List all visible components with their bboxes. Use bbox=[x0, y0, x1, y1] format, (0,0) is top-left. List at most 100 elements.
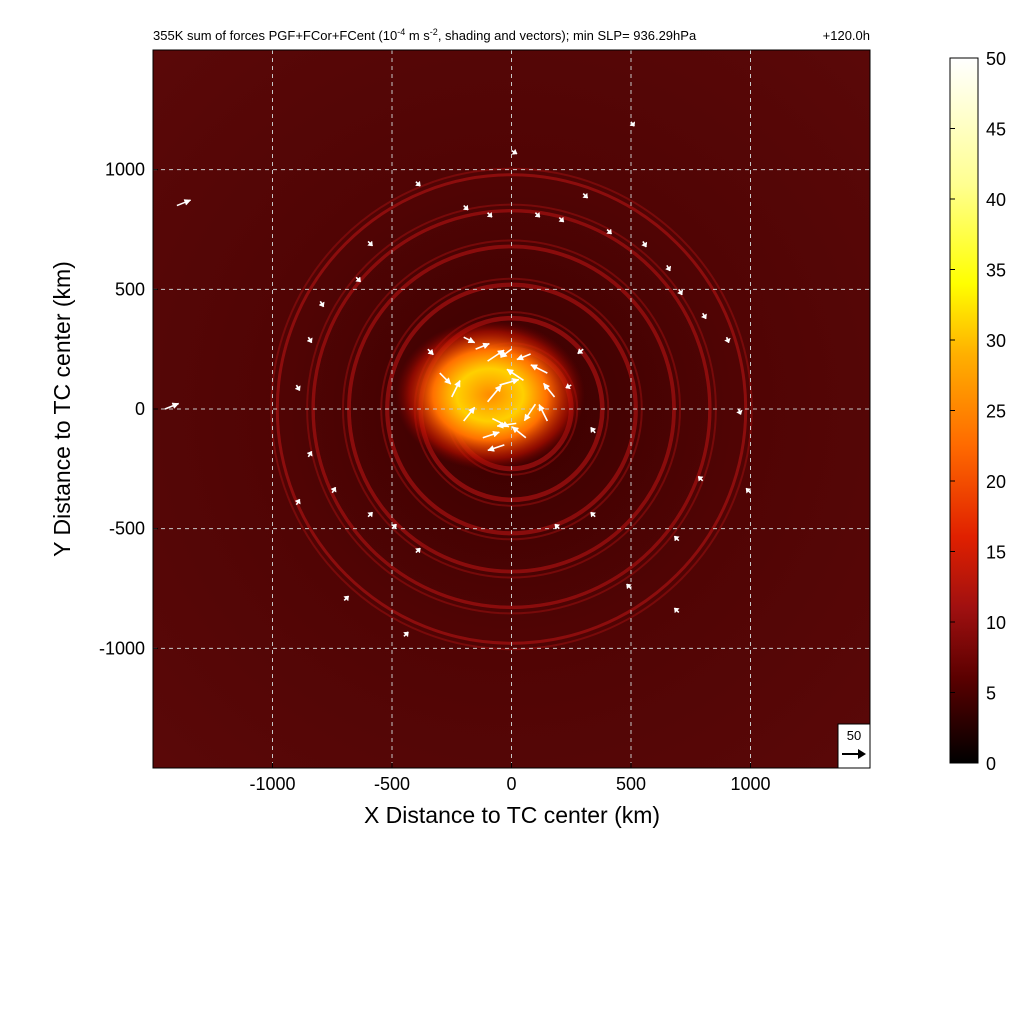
x-tick-label: -500 bbox=[374, 774, 410, 794]
vector-head bbox=[343, 595, 349, 602]
force-vector bbox=[745, 487, 752, 494]
colorbar-tick-label: 10 bbox=[986, 613, 1006, 633]
force-vector bbox=[367, 511, 374, 518]
force-vector bbox=[534, 211, 541, 218]
vector-head bbox=[367, 240, 373, 247]
force-vector bbox=[500, 348, 512, 359]
vector-head bbox=[171, 402, 180, 409]
vector-head bbox=[724, 337, 731, 344]
force-vector bbox=[463, 406, 476, 422]
vector-head bbox=[486, 211, 493, 218]
force-vector bbox=[439, 372, 452, 385]
y-tick-label: 500 bbox=[115, 279, 145, 299]
vector-head bbox=[511, 378, 520, 385]
vector-head bbox=[494, 384, 502, 393]
vector-head bbox=[501, 420, 510, 428]
force-vector bbox=[355, 276, 362, 283]
force-vector bbox=[164, 402, 180, 410]
y-axis-ticks: -1000 -500 0 500 1000 bbox=[99, 160, 158, 658]
vector-head bbox=[454, 380, 461, 388]
vector-head bbox=[698, 476, 704, 482]
force-vector bbox=[318, 300, 325, 308]
y-tick-label: -1000 bbox=[99, 638, 145, 658]
x-tick-label: 500 bbox=[616, 774, 646, 794]
force-vector bbox=[700, 312, 707, 320]
force-vector bbox=[641, 241, 648, 248]
force-vector bbox=[511, 148, 518, 155]
colorbar-tick-label: 35 bbox=[986, 261, 1006, 281]
vector-head bbox=[511, 148, 518, 155]
reference-vector: 50 bbox=[837, 723, 871, 769]
x-axis-label: X Distance to TC center (km) bbox=[364, 802, 660, 828]
y-tick-label: 1000 bbox=[105, 160, 145, 180]
force-vector bbox=[697, 475, 704, 482]
vector-head bbox=[462, 204, 469, 211]
vector-head bbox=[506, 368, 515, 376]
vector-head bbox=[674, 607, 680, 614]
force-vector bbox=[590, 426, 597, 434]
vector-head bbox=[538, 403, 545, 412]
colorbar-tick-label: 50 bbox=[986, 49, 1006, 69]
vector-head bbox=[511, 426, 520, 434]
vector-head bbox=[403, 631, 409, 638]
colorbar-tick-label: 5 bbox=[986, 684, 996, 704]
colorbar-tick-label: 25 bbox=[986, 402, 1006, 422]
force-vector bbox=[414, 180, 421, 187]
vector-head bbox=[306, 451, 313, 457]
force-vector bbox=[606, 228, 613, 235]
force-vector bbox=[516, 353, 531, 361]
vector-head bbox=[482, 342, 490, 350]
force-vector bbox=[294, 498, 301, 506]
force-vector bbox=[542, 382, 556, 398]
vector-head bbox=[294, 385, 301, 391]
chart-time-label: +120.0h bbox=[823, 28, 870, 43]
vector-head bbox=[665, 265, 672, 272]
force-vector bbox=[558, 216, 565, 223]
colorbar-tick-label: 15 bbox=[986, 543, 1006, 563]
force-vector bbox=[482, 430, 500, 439]
force-vector bbox=[506, 368, 524, 381]
vector-head bbox=[330, 486, 337, 493]
vector-head bbox=[524, 413, 531, 422]
vector-head bbox=[565, 382, 571, 390]
vector-head bbox=[629, 121, 636, 127]
vector-head bbox=[700, 313, 707, 320]
force-vector bbox=[486, 211, 493, 218]
force-vector bbox=[427, 348, 434, 356]
chart-title: 355K sum of forces PGF+FCor+FCent (10-4 … bbox=[153, 27, 697, 43]
vector-head bbox=[582, 192, 588, 199]
vector-head bbox=[355, 276, 361, 283]
force-vector bbox=[403, 631, 409, 638]
force-vector bbox=[565, 382, 572, 390]
x-tick-label: 0 bbox=[506, 774, 516, 794]
y-tick-label: -500 bbox=[109, 519, 145, 539]
vector-head bbox=[530, 364, 538, 371]
vector-head bbox=[414, 180, 421, 187]
ring-band-dark bbox=[270, 167, 753, 651]
x-tick-label: -1000 bbox=[249, 774, 295, 794]
force-vector bbox=[492, 417, 510, 428]
colorbar-ticks: 0 5 10 15 20 25 30 35 40 45 50 bbox=[950, 49, 1006, 774]
force-vector bbox=[676, 288, 684, 296]
vector-head bbox=[367, 512, 373, 518]
force-vector bbox=[530, 364, 548, 374]
force-vector bbox=[523, 403, 537, 422]
colorbar-tick-label: 40 bbox=[986, 190, 1006, 210]
vector-head bbox=[306, 337, 313, 344]
force-vector bbox=[306, 336, 313, 344]
colorbar-tick-label: 30 bbox=[986, 331, 1006, 351]
vector-head bbox=[318, 301, 325, 308]
force-vector bbox=[176, 199, 192, 207]
force-vector bbox=[294, 384, 301, 391]
colorbar-tick-label: 0 bbox=[986, 754, 996, 774]
vector-head bbox=[467, 336, 476, 343]
vector-head bbox=[492, 430, 500, 438]
vector-head bbox=[468, 406, 476, 415]
vector-head bbox=[427, 348, 434, 355]
force-vector bbox=[343, 595, 350, 602]
ring-band-dark bbox=[341, 239, 682, 579]
force-vector bbox=[486, 384, 502, 403]
force-vector bbox=[577, 348, 584, 355]
plot-area bbox=[153, 50, 870, 768]
